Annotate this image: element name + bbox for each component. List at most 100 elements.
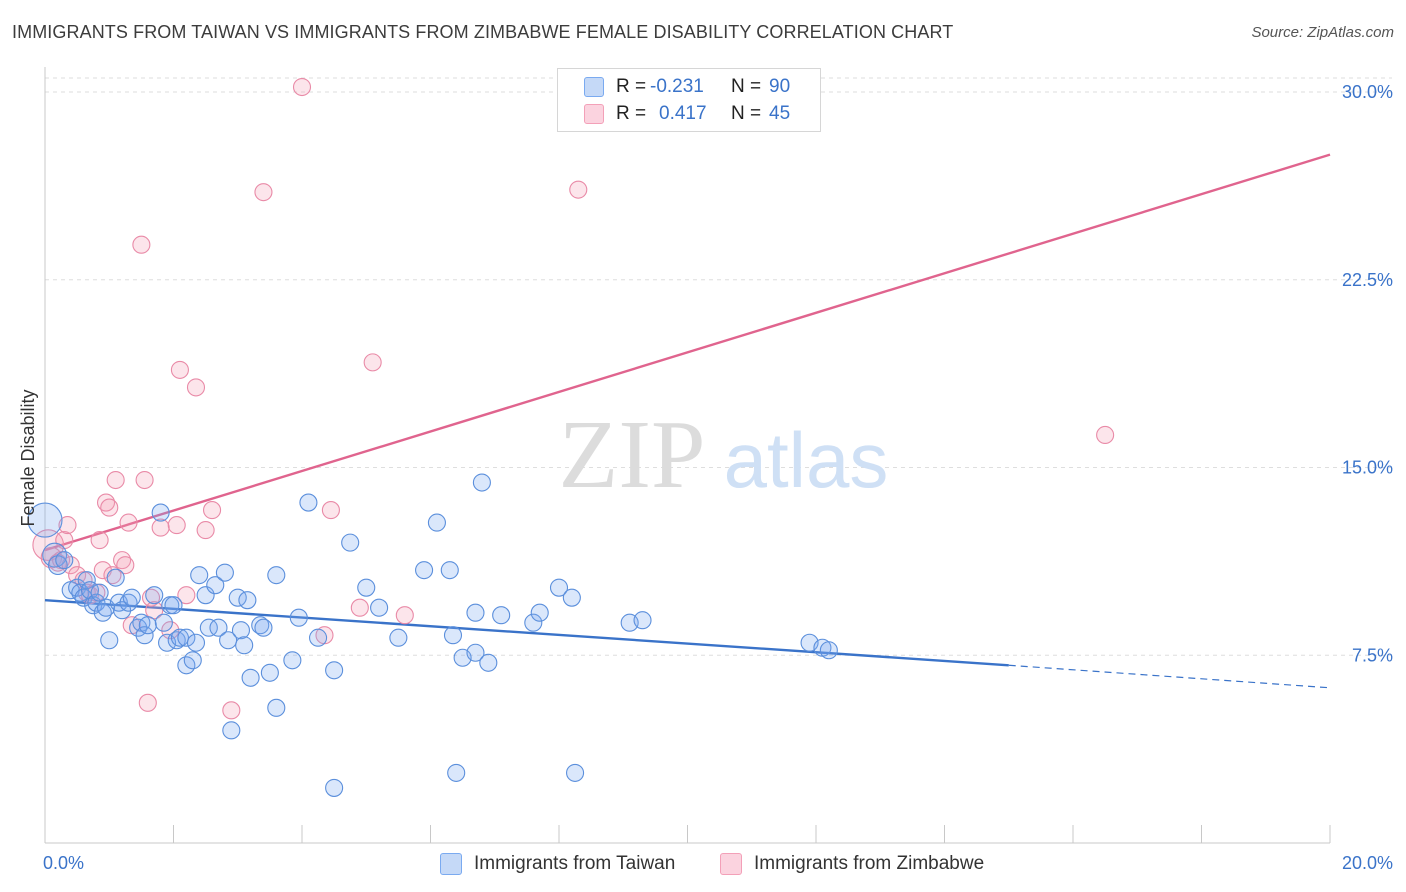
point-taiwan: [530, 603, 549, 622]
point-zimbabwe: [1096, 425, 1115, 445]
point-taiwan: [55, 551, 74, 570]
bottom-legend-label-zimbabwe: Immigrants from Zimbabwe: [754, 853, 985, 874]
point-taiwan: [177, 628, 196, 647]
point-taiwan: [164, 596, 183, 615]
x-tick-label-max: 20.0%: [1342, 853, 1393, 873]
point-taiwan: [231, 621, 251, 640]
point-taiwan: [415, 561, 434, 580]
point-taiwan: [119, 593, 138, 612]
trend-line-zimbabwe: [44, 153, 1331, 552]
point-taiwan: [222, 721, 241, 740]
point-zimbabwe: [116, 556, 135, 575]
legend-swatch-taiwan: [584, 77, 604, 97]
legend-n-label-taiwan: N =: [731, 76, 762, 97]
y-tick-label: 15.0%: [1342, 458, 1393, 478]
y-tick-label: 30.0%: [1342, 82, 1393, 102]
point-zimbabwe: [138, 693, 157, 712]
point-taiwan: [170, 628, 189, 647]
point-taiwan: [289, 608, 308, 627]
point-taiwan: [93, 603, 112, 622]
point-taiwan: [235, 636, 254, 655]
point-taiwan: [151, 503, 170, 522]
point-taiwan: [190, 566, 209, 585]
point-taiwan: [209, 618, 228, 637]
trend-extension-taiwan: [1008, 664, 1331, 689]
point-taiwan: [633, 611, 652, 630]
point-taiwan: [819, 641, 838, 660]
point-taiwan: [100, 631, 119, 650]
point-zimbabwe: [177, 586, 196, 605]
point-taiwan: [562, 588, 581, 607]
point-zimbabwe: [96, 493, 116, 512]
point-zimbabwe: [395, 606, 414, 625]
point-zimbabwe: [350, 598, 369, 617]
point-zimbabwe: [106, 470, 125, 490]
point-taiwan: [122, 588, 141, 607]
point-taiwan: [267, 566, 286, 585]
tick-labels: 7.5% 15.0% 22.5% 30.0% 0.0% 20.0%: [43, 82, 1393, 873]
legend-n-value-taiwan: 90: [769, 76, 791, 97]
bottom-legend-taiwan: Immigrants from Taiwan: [440, 852, 675, 876]
point-taiwan: [87, 593, 106, 612]
bottom-legend-zimbabwe: Immigrants from Zimbabwe: [720, 852, 984, 876]
point-taiwan: [267, 698, 286, 717]
point-zimbabwe: [145, 601, 164, 620]
point-taiwan: [138, 616, 157, 635]
point-taiwan: [466, 643, 485, 662]
point-taiwan: [299, 493, 318, 512]
point-taiwan: [199, 618, 218, 637]
point-taiwan: [251, 616, 270, 635]
point-taiwan: [260, 663, 279, 682]
point-taiwan: [389, 628, 408, 647]
point-zimbabwe: [203, 501, 222, 520]
point-taiwan: [524, 613, 543, 632]
point-taiwan: [440, 561, 459, 580]
point-taiwan: [219, 631, 238, 650]
legend-r-label-taiwan: R =: [616, 76, 647, 97]
point-taiwan: [135, 626, 154, 645]
point-zimbabwe: [100, 498, 119, 517]
point-taiwan: [479, 653, 498, 672]
point-taiwan: [42, 542, 68, 568]
point-taiwan: [254, 618, 273, 637]
legend-r-value-zimbabwe: 0.417: [659, 103, 707, 124]
point-taiwan: [325, 778, 344, 797]
legend-swatch-zimbabwe: [584, 104, 604, 124]
gridlines: [45, 77, 1392, 656]
bottom-legend-label-taiwan: Immigrants from Taiwan: [474, 853, 676, 874]
point-taiwan: [238, 591, 257, 610]
point-zimbabwe: [170, 360, 189, 379]
point-taiwan: [370, 598, 389, 617]
point-taiwan: [325, 661, 344, 680]
point-taiwan: [145, 586, 164, 605]
point-taiwan: [549, 578, 569, 597]
y-tick-label: 22.5%: [1342, 270, 1393, 290]
point-taiwan: [241, 668, 260, 687]
points-taiwan: [27, 473, 838, 797]
point-zimbabwe: [119, 513, 138, 532]
point-zimbabwe: [222, 701, 241, 720]
point-taiwan: [90, 583, 109, 602]
point-zimbabwe: [186, 378, 206, 397]
point-zimbabwe: [363, 353, 382, 372]
watermark: ZIP atlas: [559, 401, 889, 509]
point-zimbabwe: [103, 566, 122, 585]
point-zimbabwe: [569, 180, 588, 199]
points-zimbabwe: [32, 77, 1115, 720]
point-taiwan: [472, 473, 491, 492]
legend-r-label-zimbabwe: R =: [616, 103, 647, 124]
correlation-legend: R = -0.231 N = 90 R = 0.417 N = 45: [557, 68, 821, 132]
point-taiwan: [196, 586, 215, 605]
point-zimbabwe: [254, 183, 273, 202]
point-taiwan: [427, 513, 446, 532]
watermark-zip: ZIP: [559, 401, 706, 509]
legend-n-value-zimbabwe: 45: [769, 103, 791, 124]
point-taiwan: [215, 563, 234, 582]
legend-n-label-zimbabwe: N =: [731, 103, 762, 124]
point-taiwan: [154, 613, 173, 632]
point-taiwan: [113, 601, 132, 620]
point-zimbabwe: [135, 470, 154, 490]
point-taiwan: [466, 603, 485, 622]
bottom-legend-swatch-taiwan: [440, 853, 462, 875]
